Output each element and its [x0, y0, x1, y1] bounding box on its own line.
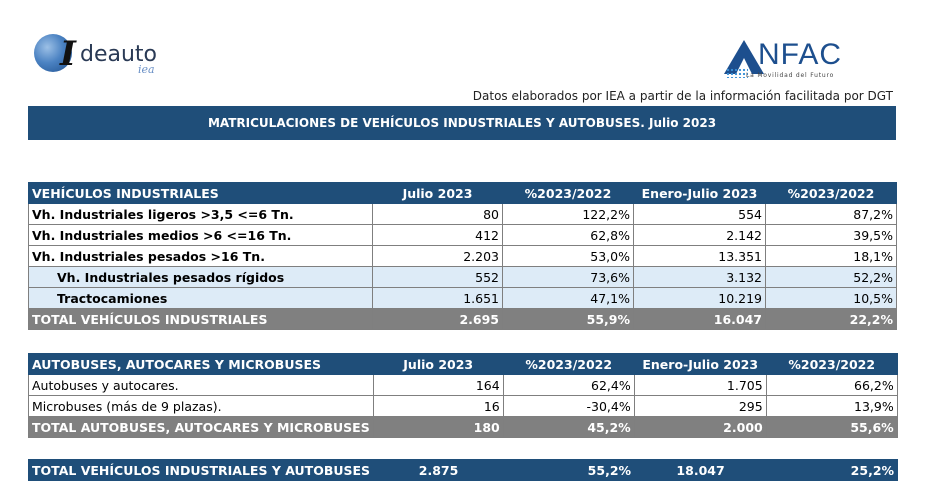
header-pct-month: %2023/2022 — [502, 353, 635, 375]
row-label: Autobuses y autocares. — [28, 374, 374, 396]
grand-total-pct-ytd: 25,2% — [766, 459, 899, 481]
cell-ytd: 10.219 — [633, 287, 766, 309]
cell-pct-ytd: 87,2% — [765, 203, 897, 225]
table-header: VEHÍCULOS INDUSTRIALES Julio 2023 %2023/… — [28, 182, 897, 204]
row-label: Vh. Industriales pesados rígidos — [28, 266, 373, 288]
total-ytd: 2.000 — [633, 416, 767, 438]
logo-initial: I — [60, 34, 76, 74]
cell-month: 552 — [372, 266, 503, 288]
cell-ytd: 295 — [633, 395, 767, 417]
table-row: Tractocamiones 1.651 47,1% 10.219 10,5% — [28, 287, 897, 309]
row-label: Microbuses (más de 9 plazas). — [28, 395, 374, 417]
cell-month: 1.651 — [372, 287, 503, 309]
logo-brand: deauto — [80, 42, 158, 67]
cell-pct-month: 62,4% — [502, 374, 635, 396]
cell-pct-ytd: 39,5% — [765, 224, 897, 246]
header-pct-ytd: %2023/2022 — [765, 353, 898, 375]
total-month: 2.695 — [372, 308, 503, 330]
cell-pct-month: 62,8% — [502, 224, 634, 246]
header-category: AUTOBUSES, AUTOCARES Y MICROBUSES — [28, 353, 374, 375]
table-row: Vh. Industriales medios >6 <=16 Tn. 412 … — [28, 224, 897, 246]
table-row: Vh. Industriales ligeros >3,5 <=6 Tn. 80… — [28, 203, 897, 225]
cell-pct-month: 47,1% — [502, 287, 634, 309]
source-note: Datos elaborados por IEA a partir de la … — [472, 89, 893, 103]
cell-ytd: 13.351 — [633, 245, 766, 267]
logo-sub: iea — [138, 63, 155, 76]
row-label: Vh. Industriales ligeros >3,5 <=6 Tn. — [28, 203, 373, 225]
header-month: Julio 2023 — [372, 353, 504, 375]
grand-total-row: TOTAL VEHÍCULOS INDUSTRIALES Y AUTOBUSES… — [27, 459, 899, 481]
cell-pct-ytd: 13,9% — [765, 395, 898, 417]
row-label: Tractocamiones — [28, 287, 373, 309]
total-label: TOTAL AUTOBUSES, AUTOCARES Y MICROBUSES — [28, 416, 374, 438]
grand-total-month: 2.875 — [373, 459, 505, 481]
cell-pct-month: -30,4% — [502, 395, 635, 417]
total-label: TOTAL VEHÍCULOS INDUSTRIALES — [28, 308, 373, 330]
cell-pct-ytd: 10,5% — [765, 287, 897, 309]
cell-pct-ytd: 52,2% — [765, 266, 897, 288]
grand-total-table: TOTAL VEHÍCULOS INDUSTRIALES Y AUTOBUSES… — [27, 459, 899, 481]
cell-ytd: 2.142 — [633, 224, 766, 246]
anfac-brand: NFAC — [758, 38, 843, 71]
cell-pct-month: 53,0% — [502, 245, 634, 267]
cell-month: 2.203 — [372, 245, 503, 267]
page-title: MATRICULACIONES DE VEHÍCULOS INDUSTRIALE… — [28, 106, 896, 140]
total-ytd: 16.047 — [633, 308, 766, 330]
cell-month: 164 — [372, 374, 504, 396]
grand-total-pct-month: 55,2% — [503, 459, 636, 481]
total-pct-ytd: 55,6% — [765, 416, 898, 438]
header-month: Julio 2023 — [372, 182, 503, 204]
table-row: Microbuses (más de 9 plazas). 16 -30,4% … — [28, 395, 898, 417]
header-ytd: Enero-Julio 2023 — [633, 353, 767, 375]
anfac-logo: NFAC La Movilidad del Futuro — [724, 38, 894, 82]
industrial-vehicles-table: VEHÍCULOS INDUSTRIALES Julio 2023 %2023/… — [28, 182, 897, 330]
header-ytd: Enero-Julio 2023 — [633, 182, 766, 204]
row-label: Vh. Industriales medios >6 <=16 Tn. — [28, 224, 373, 246]
ideauto-logo: I deauto iea — [34, 32, 174, 78]
cell-pct-ytd: 66,2% — [765, 374, 898, 396]
cell-pct-ytd: 18,1% — [765, 245, 897, 267]
total-row: TOTAL AUTOBUSES, AUTOCARES Y MICROBUSES … — [28, 416, 898, 438]
grand-total-ytd: 18.047 — [634, 459, 768, 481]
total-month: 180 — [372, 416, 504, 438]
table-row: Autobuses y autocares. 164 62,4% 1.705 6… — [28, 374, 898, 396]
cell-pct-month: 73,6% — [502, 266, 634, 288]
grand-total-label: TOTAL VEHÍCULOS INDUSTRIALES Y AUTOBUSES — [27, 459, 375, 481]
cell-month: 80 — [372, 203, 503, 225]
cell-ytd: 554 — [633, 203, 766, 225]
anfac-tagline: La Movilidad del Futuro — [746, 72, 835, 79]
total-pct-month: 45,2% — [502, 416, 635, 438]
table-header: AUTOBUSES, AUTOCARES Y MICROBUSES Julio … — [28, 353, 898, 375]
total-pct-month: 55,9% — [502, 308, 634, 330]
total-row: TOTAL VEHÍCULOS INDUSTRIALES 2.695 55,9%… — [28, 308, 897, 330]
cell-ytd: 1.705 — [633, 374, 767, 396]
header-pct-ytd: %2023/2022 — [765, 182, 897, 204]
cell-pct-month: 122,2% — [502, 203, 634, 225]
table-row: Vh. Industriales pesados >16 Tn. 2.203 5… — [28, 245, 897, 267]
cell-ytd: 3.132 — [633, 266, 766, 288]
globe-icon — [34, 34, 72, 72]
header-pct-month: %2023/2022 — [502, 182, 634, 204]
dots-icon — [726, 68, 748, 78]
header-category: VEHÍCULOS INDUSTRIALES — [28, 182, 373, 204]
buses-table: AUTOBUSES, AUTOCARES Y MICROBUSES Julio … — [28, 353, 898, 438]
table-row: Vh. Industriales pesados rígidos 552 73,… — [28, 266, 897, 288]
cell-month: 412 — [372, 224, 503, 246]
total-pct-ytd: 22,2% — [765, 308, 897, 330]
cell-month: 16 — [372, 395, 504, 417]
row-label: Vh. Industriales pesados >16 Tn. — [28, 245, 373, 267]
